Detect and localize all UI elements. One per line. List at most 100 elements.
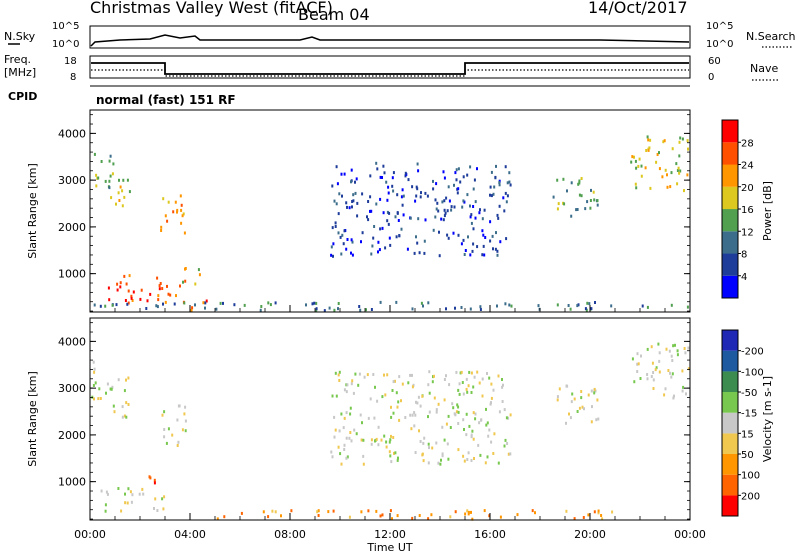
- power-cell: [481, 217, 484, 221]
- velocity-cell: [427, 517, 430, 521]
- power-cell: [126, 302, 129, 306]
- velocity-cell: [428, 446, 430, 450]
- power-cell: [469, 253, 472, 257]
- velocity-cell: [388, 440, 391, 444]
- velocity-cell: [443, 438, 446, 442]
- power-cell: [402, 213, 405, 217]
- power-cell: [388, 211, 391, 215]
- power-cell: [333, 308, 336, 312]
- velocity-cell: [465, 433, 468, 437]
- power-cell: [352, 199, 355, 203]
- power-cell: [180, 208, 183, 212]
- velocity-cell: [317, 509, 320, 513]
- velocity-cell: [100, 489, 103, 493]
- velocity-cell: [395, 391, 398, 395]
- velocity-cell: [419, 404, 422, 408]
- velocity-cell: [459, 371, 462, 375]
- velocity-cell: [430, 513, 433, 517]
- velocity-cell: [580, 396, 583, 400]
- freq-left-tick-top: 18: [64, 56, 77, 67]
- power-cell: [180, 221, 183, 225]
- power-cell: [93, 303, 96, 307]
- power-cell: [305, 303, 307, 307]
- power-cell: [182, 280, 184, 284]
- velocity-cell: [439, 462, 442, 466]
- power-colorbar: 4 8 12 16 20 24 28: [721, 119, 754, 299]
- velocity-cell: [383, 373, 385, 377]
- power-cell: [157, 298, 160, 302]
- velocity-cell: [124, 492, 126, 496]
- velocity-cell: [472, 411, 475, 415]
- velocity-cell: [573, 397, 576, 401]
- velocity-cell: [349, 406, 352, 410]
- power-cell: [191, 306, 194, 310]
- power-cell: [121, 189, 124, 193]
- power-cell: [460, 306, 463, 309]
- power-cell: [648, 146, 651, 150]
- power-cell: [506, 181, 509, 185]
- power-panel: 1000 2000 3000 4000 Slant Range [km]: [26, 109, 691, 313]
- velocity-cell: [556, 398, 559, 402]
- power-cell: [166, 219, 169, 223]
- velocity-cell: [470, 459, 473, 462]
- velocity-cell: [346, 455, 349, 459]
- power-cell: [641, 304, 644, 308]
- velocity-cell: [335, 394, 338, 398]
- power-cell: [438, 254, 441, 258]
- power-cell: [379, 175, 382, 179]
- power-cell: [649, 138, 652, 142]
- power-cell: [119, 281, 122, 285]
- power-cell: [164, 214, 167, 218]
- velocity-cell: [687, 346, 690, 350]
- velocity-cell: [414, 413, 417, 417]
- power-cell: [676, 182, 679, 186]
- power-cell: [269, 303, 272, 307]
- power-cell: [109, 154, 112, 158]
- velocity-cell: [338, 370, 341, 374]
- power-cell: [202, 301, 205, 305]
- noise-sky-label: N.Sky: [4, 30, 36, 43]
- power-cell: [359, 308, 362, 312]
- velocity-cell: [488, 376, 491, 380]
- velocity-cell: [479, 453, 482, 457]
- power-cell: [670, 171, 673, 175]
- power-cell: [386, 198, 389, 202]
- power-cell: [645, 149, 648, 152]
- power-cell: [567, 304, 570, 307]
- velocity-data-layer: [91, 342, 690, 521]
- station-title: Christmas Valley West (fitACF): [90, 0, 333, 17]
- velocity-y-tick-label: 2000: [58, 429, 86, 442]
- power-cell: [669, 185, 672, 189]
- power-cell: [423, 251, 426, 255]
- velocity-colorbar-swatch: [722, 433, 738, 454]
- velocity-cell: [435, 441, 438, 445]
- power-cell: [444, 211, 447, 215]
- power-cell: [158, 284, 161, 288]
- velocity-cell: [581, 405, 584, 409]
- velocity-cell: [474, 417, 477, 421]
- velocity-cell: [571, 392, 574, 396]
- velocity-cell: [338, 429, 341, 433]
- power-cell: [179, 194, 182, 198]
- velocity-cell: [391, 517, 393, 521]
- velocity-cell: [601, 517, 604, 521]
- velocity-cell: [153, 478, 156, 482]
- velocity-cell: [216, 517, 219, 521]
- power-cell: [506, 194, 509, 198]
- velocity-cell: [582, 516, 585, 519]
- velocity-cell: [445, 422, 448, 426]
- power-cell: [510, 304, 513, 308]
- power-cell: [457, 187, 460, 191]
- velocity-cell: [431, 446, 434, 450]
- power-cell: [95, 184, 98, 188]
- velocity-cell: [672, 396, 675, 400]
- freq-right-tick-bottom: 0: [708, 72, 714, 83]
- power-cell: [452, 231, 455, 235]
- velocity-cell: [141, 487, 144, 491]
- power-cell: [580, 194, 583, 198]
- power-cell: [331, 226, 334, 230]
- power-cell: [205, 299, 208, 303]
- power-cell: [331, 184, 334, 188]
- velocity-cell: [120, 509, 123, 513]
- power-cell: [146, 299, 149, 303]
